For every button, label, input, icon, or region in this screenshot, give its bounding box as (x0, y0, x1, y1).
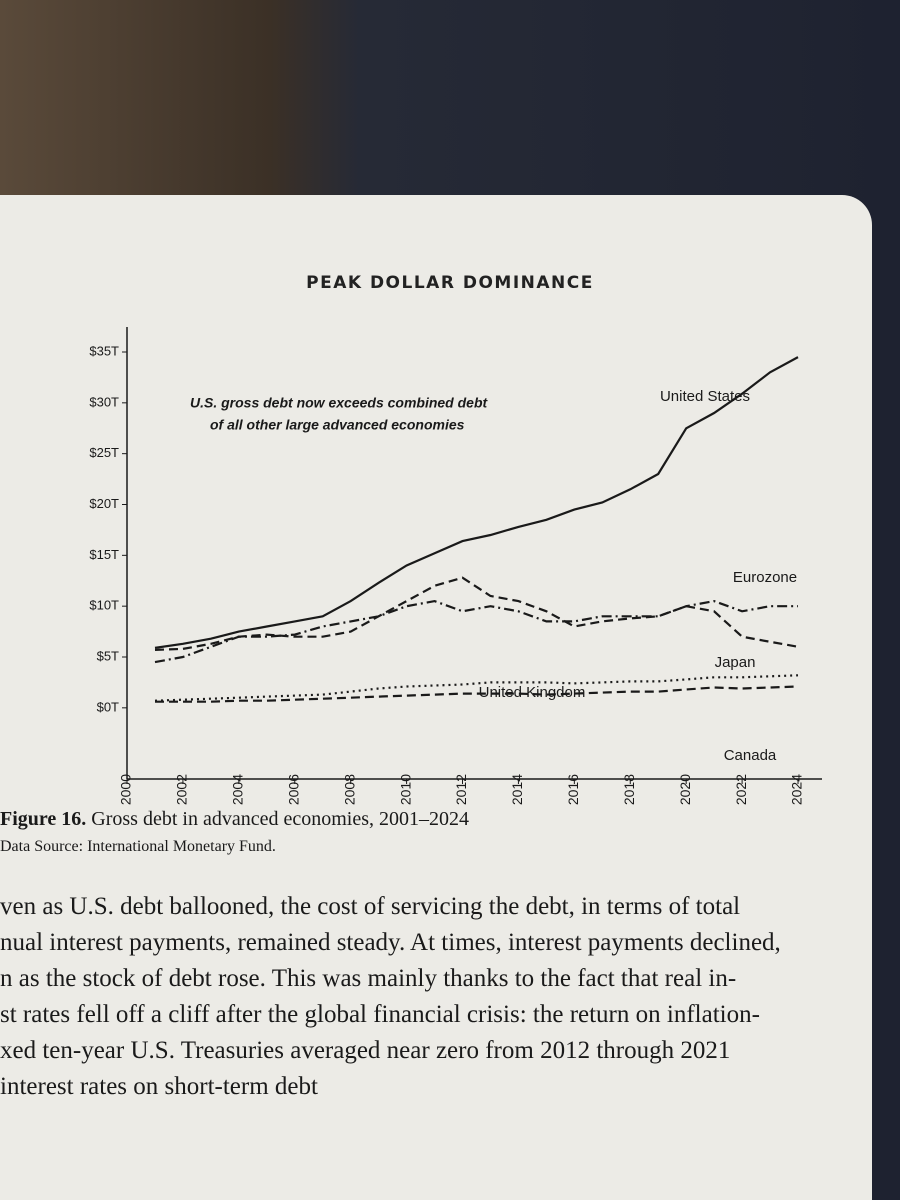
caption-text: Gross debt in advanced economies, 2001–2… (91, 808, 469, 830)
series-line (154, 576, 799, 651)
x-tick-label: 2020 (677, 774, 693, 805)
caption: Figure 16. Gross debt in advanced econom… (0, 808, 469, 831)
y-tick-label: $10T (89, 598, 119, 613)
series-label: United Kingdom (479, 684, 586, 701)
series-label: Canada (724, 747, 777, 764)
x-tick-label: 2022 (733, 774, 749, 805)
series-line (154, 356, 799, 649)
series-label: United States (660, 388, 750, 405)
annotation: U.S. gross debt now exceeds combined deb… (190, 395, 489, 411)
y-tick-label: $5T (97, 648, 119, 663)
running-header: PEAK DOLLAR DOMINANCE (306, 273, 594, 293)
x-tick-label: 2008 (341, 774, 357, 805)
x-tick-label: 2024 (789, 774, 805, 805)
y-tick-label: $15T (89, 547, 119, 562)
y-tick-label: $0T (97, 699, 119, 714)
series-line (155, 685, 799, 703)
body-line: ven as U.S. debt ballooned, the cost of … (0, 893, 741, 920)
x-tick-label: 2018 (621, 774, 637, 805)
body-line: n as the stock of debt rose. This was ma… (0, 965, 737, 992)
body-line: st rates fell off a cliff after the glob… (0, 1001, 760, 1028)
caption-source: Data Source: International Monetary Fund… (0, 838, 276, 855)
y-tick-label: $25T (89, 445, 119, 460)
y-tick-label: $20T (89, 496, 119, 511)
x-tick-label: 2002 (174, 774, 190, 805)
caption-label: Figure 16. (0, 808, 87, 830)
book-page (0, 195, 872, 1200)
x-tick-label: 2014 (509, 774, 525, 805)
annotation: of all other large advanced economies (210, 417, 465, 433)
body-line: interest rates on short-term debt (0, 1073, 318, 1100)
y-tick-label: $35T (89, 343, 119, 358)
body-line: xed ten-year U.S. Treasuries averaged ne… (0, 1037, 731, 1064)
x-tick-label: 2006 (285, 774, 301, 805)
series-label: Japan (715, 654, 756, 671)
y-tick-label: $30T (89, 394, 119, 409)
series-label: Eurozone (733, 569, 797, 586)
x-tick-label: 2012 (453, 774, 469, 805)
body-line: nual interest payments, remained steady.… (0, 929, 781, 956)
x-tick-label: 2016 (565, 774, 581, 805)
series-line (154, 599, 798, 664)
x-tick-label: 2004 (230, 774, 246, 805)
x-tick-label: 2000 (118, 774, 134, 805)
x-tick-label: 2010 (397, 774, 413, 805)
